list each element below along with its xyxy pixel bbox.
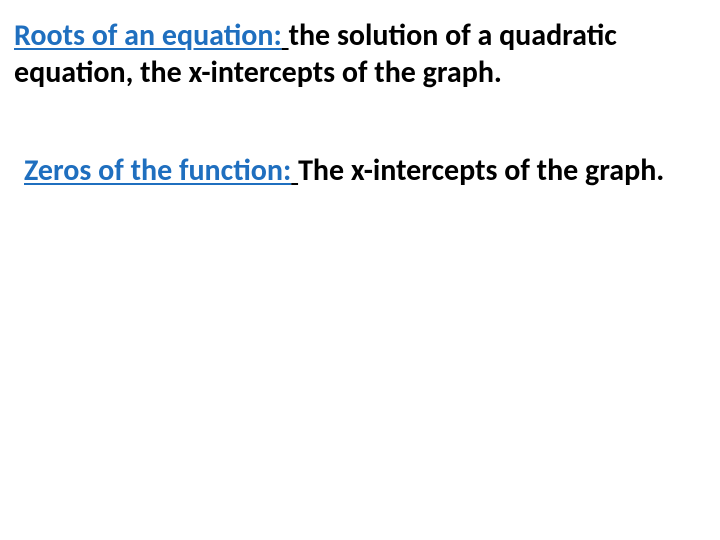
description-zeros: The x-intercepts of the graph.: [298, 152, 664, 189]
term-zeros: Zeros of the function:: [24, 152, 291, 189]
separator-roots: [282, 17, 289, 54]
definition-roots: Roots of an equation: the solution of a …: [14, 18, 698, 91]
term-roots: Roots of an equation:: [14, 17, 282, 54]
definition-zeros: Zeros of the function: The x-intercepts …: [14, 153, 698, 190]
